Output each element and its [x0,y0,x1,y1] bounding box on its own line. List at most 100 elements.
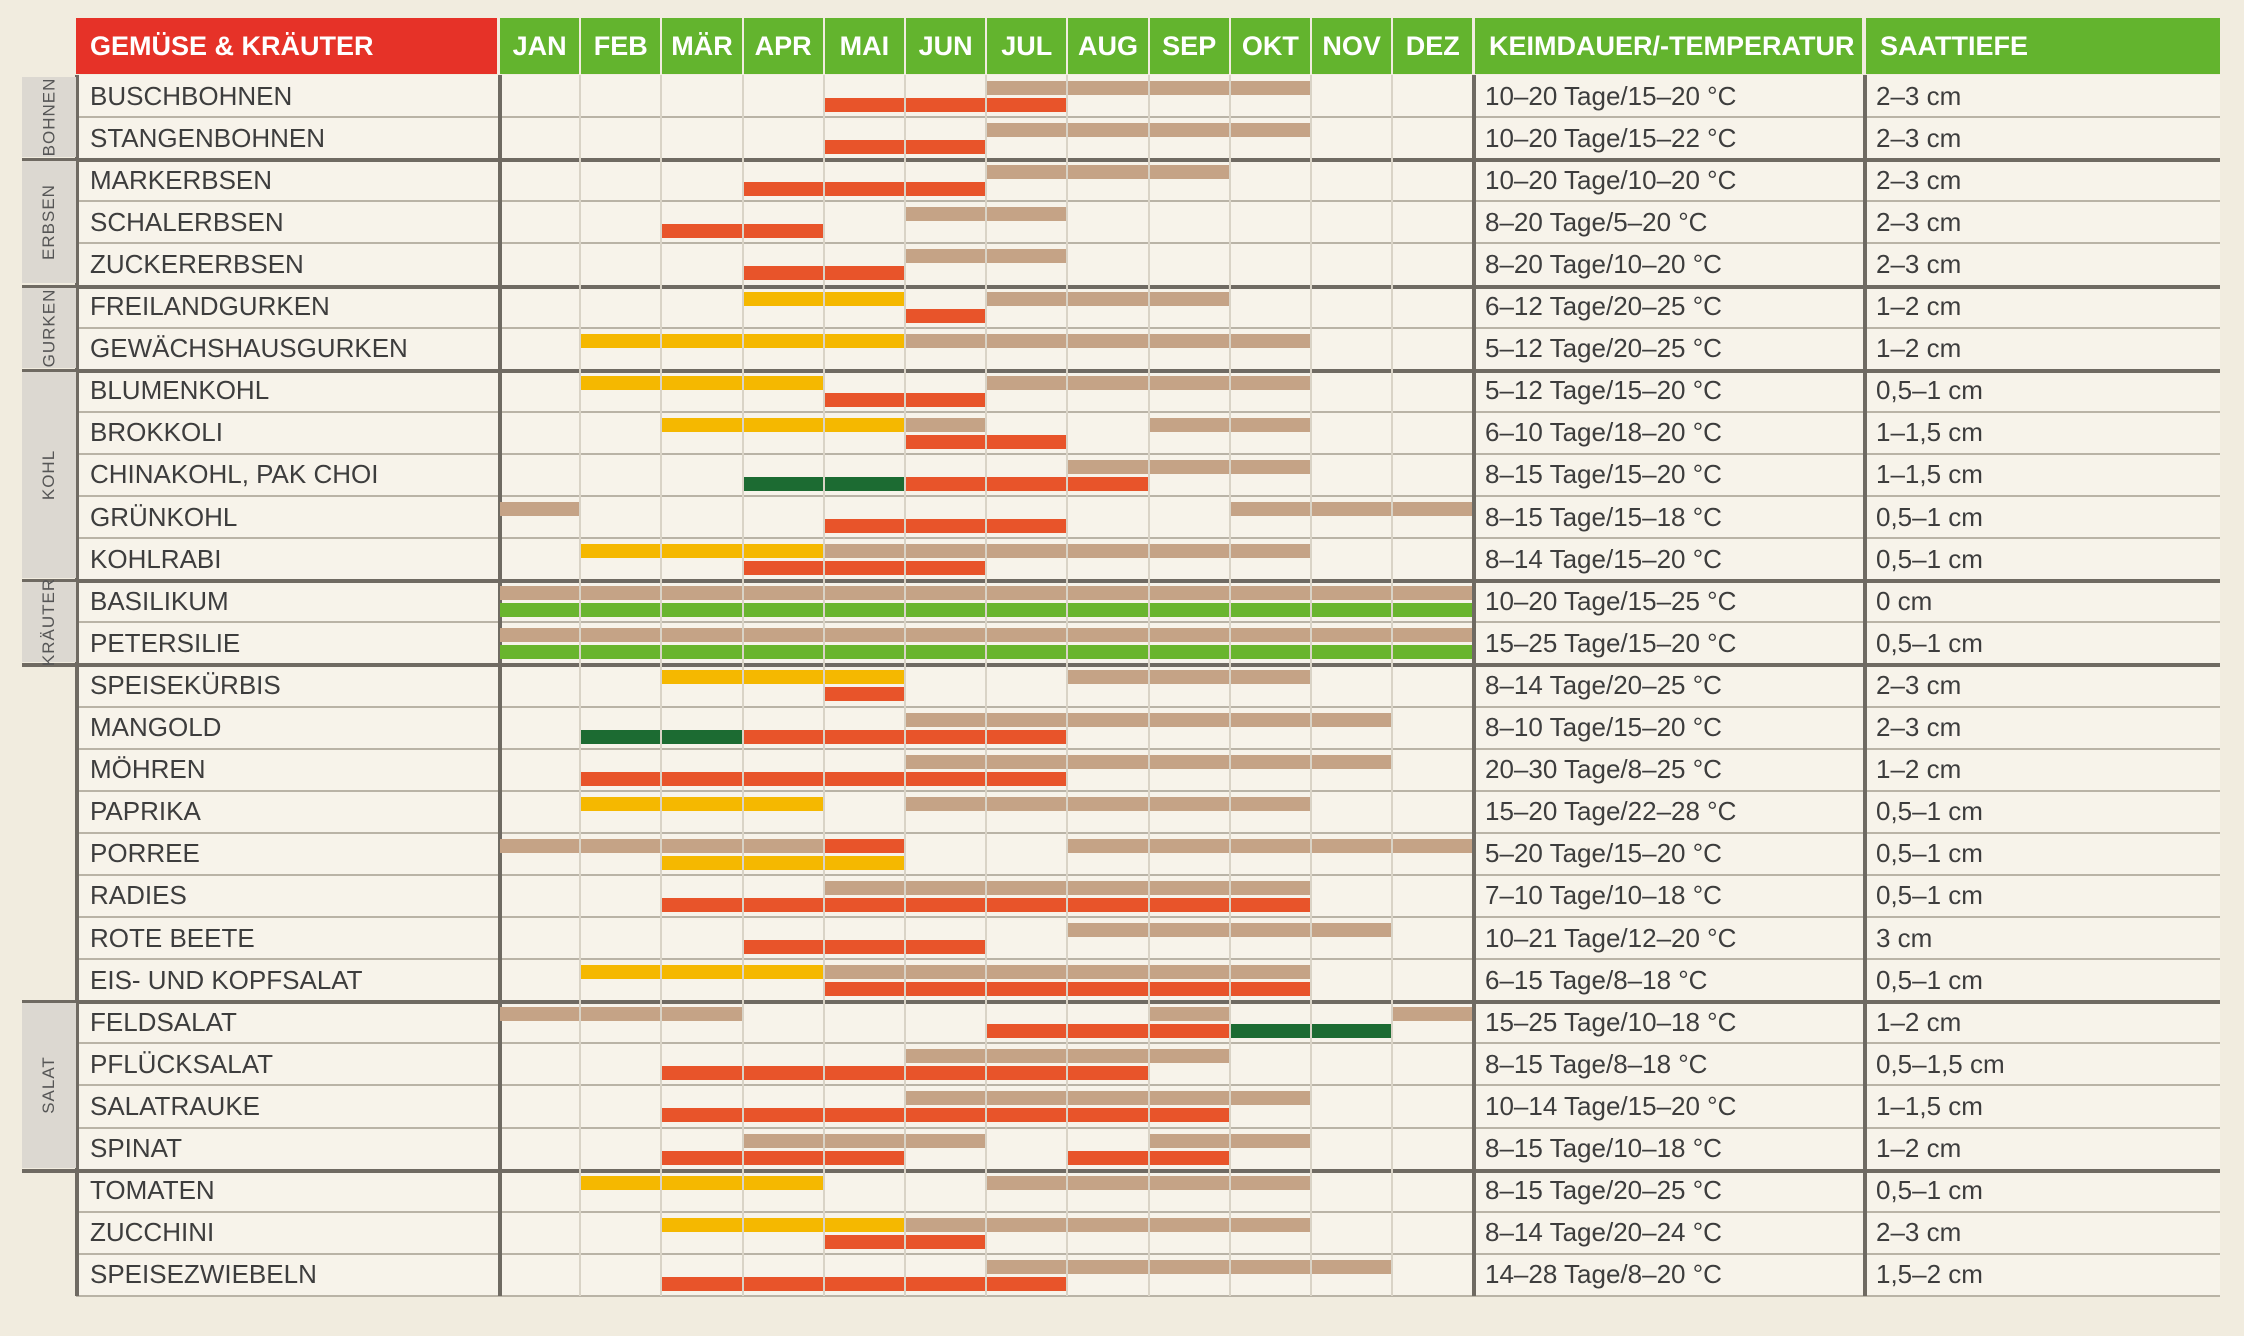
depth-value: 1–2 cm [1876,291,1962,321]
depth-value: 1–2 cm [1876,1006,1962,1037]
depth-value: 1–1,5 cm [1876,417,1983,448]
group-label-text: GURKEN [39,288,59,367]
header-title: GEMÜSE & KRÄUTER [76,18,497,74]
germination-value: 8–15 Tage/15–20 °C [1485,459,1722,490]
group-label [22,1172,76,1336]
crop-name: SALATRAUKE [90,1090,261,1121]
month-separator [1066,75,1069,1296]
month-separator [822,75,825,1296]
germination-value: 10–20 Tage/15–25 °C [1485,585,1737,616]
calendar-bar-tan [987,291,1229,306]
depth-value: 1–1,5 cm [1876,459,1983,490]
group-label-text: KRÄUTER [39,578,59,667]
calendar-bar-tan [1393,1007,1473,1022]
crop-name: FELDSALAT [90,1006,237,1037]
calendar-bar-tan [987,165,1229,180]
germination-value: 15–25 Tage/15–20 °C [1485,627,1737,658]
header-month: MAI [824,18,904,74]
group-label-text: BOHNEN [39,77,59,157]
calendar-bar-yellow [662,1217,904,1232]
group-label: GURKEN [22,287,76,368]
calendar-bar-yellow [662,670,904,685]
column-divider [498,75,502,1296]
crop-name: MÖHREN [90,754,206,785]
germination-value: 7–10 Tage/10–18 °C [1485,880,1722,911]
header-month: FEB [581,18,661,74]
calendar-bar-red [906,308,986,323]
group-label: SALAT [22,1003,76,1168]
crop-name: GRÜNKOHL [90,501,238,532]
month-separator [904,75,906,1296]
crop-name: PFLÜCKSALAT [90,1048,274,1079]
crop-name: FREILANDGURKEN [90,291,330,321]
depth-value: 0,5–1 cm [1876,880,1983,911]
calendar-bar-yellow [662,417,904,432]
calendar-bar-red [906,476,1148,491]
calendar-bar-yellow [581,375,823,390]
germination-value: 10–21 Tage/12–20 °C [1485,922,1737,953]
crop-name: BUSCHBOHNEN [90,80,293,111]
group-label-text: ERBSEN [39,184,59,261]
crop-name: PETERSILIE [90,627,241,658]
germination-value: 8–14 Tage/20–24 °C [1485,1217,1722,1248]
germination-value: 6–10 Tage/18–20 °C [1485,417,1722,448]
calendar-bar-red [743,940,986,954]
crop-name: CHINAKOHL, PAK CHOI [90,459,379,490]
group-label [22,666,76,999]
calendar-bar-yellow [662,855,904,870]
calendar-bar-tan [906,417,986,432]
crop-name: TOMATEN [90,1175,215,1206]
depth-value: 2–3 cm [1876,122,1962,153]
calendar-bar-red [743,561,986,576]
calendar-bar-tan [1068,459,1310,474]
depth-value: 3 cm [1876,922,1933,953]
calendar-bar-red [824,519,1067,533]
germination-value: 8–15 Tage/10–18 °C [1485,1133,1722,1163]
crop-name: BASILIKUM [90,585,229,616]
crop-name: EIS- UND KOPFSALAT [90,964,363,995]
header-month: DEZ [1393,18,1473,74]
column-divider [1472,75,1477,1296]
depth-value: 2–3 cm [1876,1217,1962,1248]
germination-value: 8–20 Tage/10–20 °C [1485,248,1722,279]
month-separator [1228,75,1231,1296]
germination-value: 8–15 Tage/20–25 °C [1485,1175,1722,1206]
calendar-bar-tan [1068,838,1473,853]
header-month: JUN [906,18,986,74]
germination-value: 15–20 Tage/22–28 °C [1485,796,1737,827]
row-divider [22,1168,2220,1173]
column-divider [75,75,79,1296]
calendar-bar-red [824,687,904,702]
crop-name: MARKERBSEN [90,164,273,195]
crop-name: PAPRIKA [90,796,201,827]
row-divider [22,1000,2220,1005]
depth-value: 0,5–1 cm [1876,796,1983,827]
depth-value: 2–3 cm [1876,669,1962,700]
header-month: AUG [1068,18,1148,74]
crop-name: SPEISEKÜRBIS [90,669,281,700]
germination-value: 20–30 Tage/8–25 °C [1485,754,1722,785]
header-depth: SAATTIEFE [1866,18,2220,74]
header-germination: KEIMDAUER/-TEMPERATUR [1475,18,1862,74]
row-divider [22,284,2220,289]
calendar-bar-yellow [581,796,823,811]
header-month: SEP [1149,18,1229,74]
crop-name: KOHLRABI [90,543,222,574]
calendar-bar-red [824,838,904,853]
germination-value: 5–20 Tage/15–20 °C [1485,838,1722,869]
crop-name: SPINAT [90,1133,182,1163]
crop-name: BROKKOLI [90,417,223,448]
header-month: OKT [1230,18,1310,74]
crop-name: STANGENBOHNEN [90,122,325,153]
row-divider [76,1294,2220,1297]
germination-value: 5–12 Tage/20–25 °C [1485,333,1722,364]
germination-value: 10–20 Tage/10–20 °C [1485,164,1737,195]
group-label: BOHNEN [22,77,76,158]
depth-value: 0,5–1 cm [1876,543,1983,574]
month-separator [1310,75,1312,1296]
calendar-bar-tan [500,1007,742,1022]
depth-value: 0,5–1 cm [1876,1175,1983,1206]
header-month: JUL [987,18,1067,74]
calendar-bar-tan [906,1091,1310,1106]
